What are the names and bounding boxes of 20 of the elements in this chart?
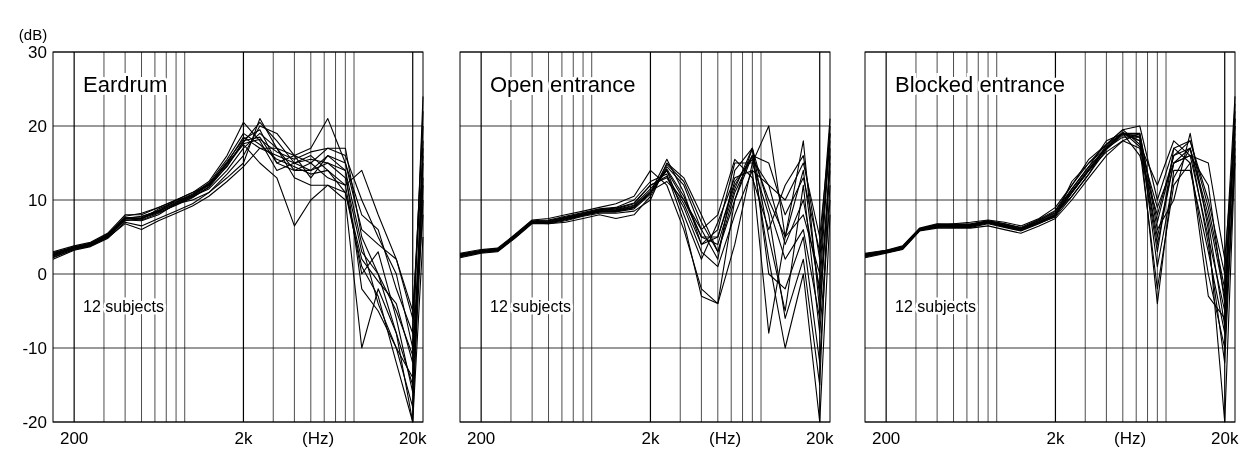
x-tick-label: 20k bbox=[806, 429, 834, 448]
y-tick-label: -20 bbox=[22, 413, 47, 432]
y-tick-label: 0 bbox=[37, 265, 47, 284]
x-tick-label: 20k bbox=[1211, 429, 1239, 448]
x-axis-title: (Hz) bbox=[709, 429, 742, 448]
y-tick-label: 10 bbox=[28, 191, 47, 210]
text: Open entrance bbox=[490, 72, 636, 97]
x-axis-title: (Hz) bbox=[302, 429, 335, 448]
y-tick-label: -10 bbox=[22, 339, 47, 358]
x-tick-label: 2k bbox=[1046, 429, 1065, 448]
x-tick-label: 2k bbox=[641, 429, 660, 448]
x-tick-label: 200 bbox=[466, 429, 496, 448]
x-tick-label: 200 bbox=[871, 429, 901, 448]
x-axis-title: (Hz) bbox=[1114, 429, 1147, 448]
x-tick-label: 2k bbox=[234, 429, 253, 448]
y-tick-label: 20 bbox=[28, 117, 47, 136]
y-axis-title: (dB) bbox=[18, 26, 48, 43]
x-tick-label: 20k bbox=[399, 429, 427, 448]
x-tick-label: 200 bbox=[59, 429, 89, 448]
y-tick-label: 30 bbox=[28, 43, 47, 62]
